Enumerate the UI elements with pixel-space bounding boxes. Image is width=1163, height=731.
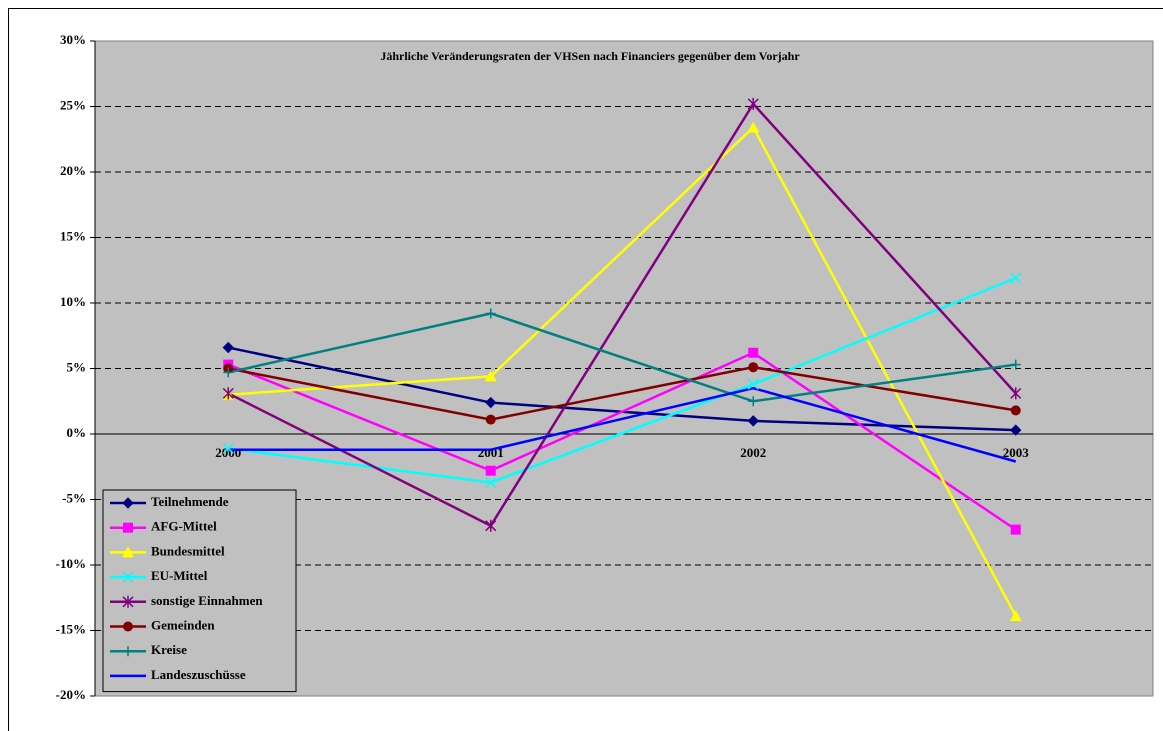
marker bbox=[747, 415, 759, 427]
y-tick-label: -15% bbox=[56, 621, 86, 636]
legend-box bbox=[102, 489, 297, 693]
series-line bbox=[228, 125, 1017, 617]
marker bbox=[222, 387, 234, 400]
marker bbox=[1010, 272, 1022, 284]
series-line bbox=[228, 386, 1017, 463]
y-tick-label: 0% bbox=[67, 425, 87, 440]
marker bbox=[485, 476, 497, 489]
marker bbox=[747, 378, 759, 390]
legend-label: Kreise bbox=[151, 642, 187, 657]
legend-label: EU-Mittel bbox=[151, 568, 208, 583]
marker bbox=[747, 121, 760, 133]
marker bbox=[123, 522, 133, 533]
marker bbox=[747, 97, 759, 110]
marker bbox=[1010, 387, 1022, 400]
marker bbox=[1010, 424, 1022, 436]
marker bbox=[122, 497, 134, 509]
marker bbox=[222, 442, 234, 454]
marker bbox=[1009, 610, 1022, 622]
marker bbox=[485, 414, 496, 425]
y-tick-label: -5% bbox=[62, 490, 86, 505]
legend-label: Bundesmittel bbox=[151, 543, 225, 558]
marker bbox=[748, 347, 759, 358]
legend-label: Teilnehmende bbox=[151, 494, 229, 509]
x-tick-label: 2002 bbox=[740, 445, 766, 460]
y-tick-label: 30% bbox=[60, 32, 86, 47]
y-tick-label: 15% bbox=[60, 228, 86, 243]
chart-title: Jährliche Veränderungsraten der VHSen na… bbox=[380, 49, 800, 63]
marker bbox=[222, 341, 234, 354]
marker bbox=[1010, 359, 1021, 370]
marker bbox=[748, 362, 759, 373]
marker bbox=[485, 396, 497, 409]
marker bbox=[484, 370, 497, 382]
y-tick-label: 20% bbox=[60, 163, 86, 178]
series-line bbox=[228, 365, 1016, 421]
legend-label: AFG-Mittel bbox=[151, 519, 217, 534]
legend-label: Landeszuschüsse bbox=[151, 667, 246, 682]
y-tick-label: 25% bbox=[60, 97, 86, 112]
series-line bbox=[228, 276, 1017, 484]
marker bbox=[1010, 524, 1021, 535]
marker bbox=[123, 621, 133, 632]
marker bbox=[1010, 405, 1021, 416]
marker bbox=[748, 396, 759, 407]
legend-label: sonstige Einnahmen bbox=[151, 593, 263, 608]
y-tick-label: -10% bbox=[56, 556, 86, 571]
marker bbox=[485, 308, 496, 319]
marker bbox=[485, 465, 496, 476]
y-tick-label: -20% bbox=[56, 687, 86, 702]
y-tick-label: 5% bbox=[67, 359, 87, 374]
legend-label: Gemeinden bbox=[151, 617, 215, 632]
marker bbox=[123, 646, 133, 657]
series-line bbox=[227, 351, 1017, 531]
marker bbox=[223, 367, 234, 378]
marker bbox=[122, 571, 134, 583]
y-tick-label: 10% bbox=[60, 294, 86, 309]
marker bbox=[122, 595, 134, 608]
x-tick-label: 2000 bbox=[215, 445, 241, 460]
series-line bbox=[227, 312, 1016, 403]
x-tick-label: 2003 bbox=[1003, 445, 1030, 460]
series-line bbox=[227, 101, 1017, 528]
marker bbox=[485, 519, 497, 532]
marker bbox=[122, 546, 134, 558]
